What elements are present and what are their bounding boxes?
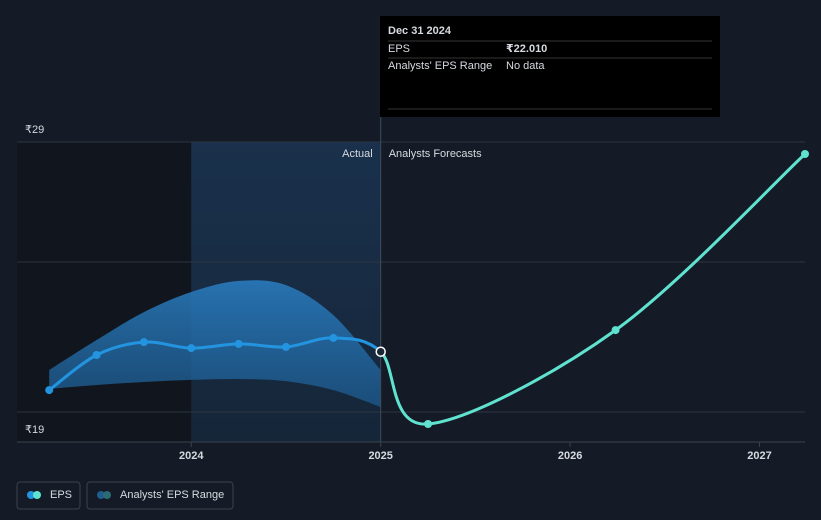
legend-button[interactable] xyxy=(16,481,81,510)
forecast-label: Analysts Forecasts xyxy=(389,148,482,160)
legend-swatch xyxy=(103,491,111,499)
legend-swatch xyxy=(33,491,41,499)
eps-point xyxy=(375,346,386,357)
eps-point xyxy=(801,150,809,158)
tooltip-date: Dec 31 2024 xyxy=(388,25,452,37)
tooltip-value: ₹22.010 xyxy=(506,43,547,55)
legend-swatch xyxy=(27,491,35,499)
eps-point xyxy=(234,339,243,348)
tooltip-label: Analysts' EPS Range xyxy=(388,60,492,72)
x-tick-label: 2026 xyxy=(558,450,582,462)
eps-point xyxy=(45,386,54,395)
legend-button[interactable] xyxy=(86,481,234,510)
eps-point xyxy=(187,344,196,353)
eps-point xyxy=(139,338,148,347)
y-tick-label: ₹29 xyxy=(25,124,44,136)
tooltip-box xyxy=(380,16,720,117)
eps-point xyxy=(329,333,338,342)
tooltip-value: No data xyxy=(506,60,545,72)
tooltip-label: EPS xyxy=(388,43,410,55)
y-tick-label: ₹19 xyxy=(25,424,44,436)
eps-range-band xyxy=(49,280,381,407)
eps-point xyxy=(92,351,101,359)
eps-point xyxy=(281,342,290,351)
x-tick-label: 2025 xyxy=(368,450,392,462)
x-tick-label: 2024 xyxy=(179,450,204,462)
eps-point xyxy=(424,420,433,428)
eps-point xyxy=(611,326,620,335)
legend-label: EPS xyxy=(50,489,72,501)
legend-label: Analysts' EPS Range xyxy=(120,489,224,501)
actual-label: Actual xyxy=(342,148,373,160)
past-region xyxy=(17,142,192,442)
legend-swatch xyxy=(97,491,105,499)
x-tick-label: 2027 xyxy=(747,450,771,462)
